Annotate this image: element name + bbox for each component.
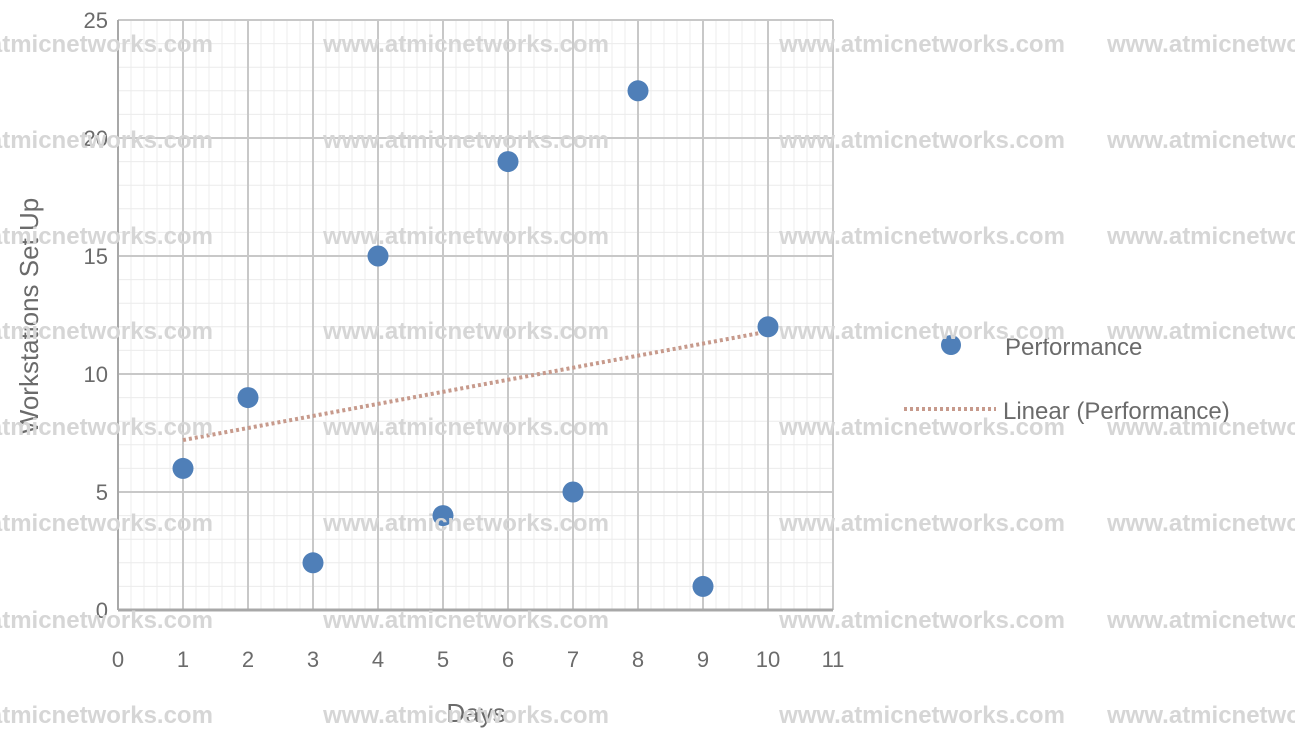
watermark-text: www.atmicnetworks.com: [778, 318, 1065, 345]
y-tick-label: 5: [96, 480, 108, 505]
x-tick-label: 11: [822, 647, 845, 672]
watermark-text: www.atmicnetworks.com: [322, 510, 609, 537]
data-point: [692, 575, 714, 597]
watermark-text: www.atmicnetworks.com: [322, 414, 609, 441]
watermark-text: www.atmicnetworks.com: [1106, 223, 1295, 250]
watermark-text: www.atmicnetworks.com: [0, 702, 213, 729]
watermark-text: www.atmicnetworks.com: [0, 510, 213, 537]
data-point: [757, 316, 779, 338]
watermark-text: www.atmicnetworks.com: [322, 31, 609, 58]
watermark-text: www.atmicnetworks.com: [1106, 318, 1295, 345]
watermark-text: www.atmicnetworks.com: [778, 414, 1065, 441]
data-point: [237, 387, 259, 409]
y-tick-label: 0: [96, 598, 108, 623]
x-tick-label: 9: [697, 647, 709, 672]
watermark-layer: www.atmicnetworks.com www.atmicnetworks.c…: [0, 31, 1295, 729]
legend-marker-performance: [941, 335, 961, 355]
watermark-text: www.atmicnetworks.com: [322, 223, 609, 250]
watermark-text: www.atmicnetworks.com: [322, 702, 609, 729]
x-tick-label: 5: [437, 647, 449, 672]
data-point: [432, 505, 454, 527]
legend: Performance Linear (Performance): [904, 334, 1230, 425]
y-axis-label: Workstations Set Up: [14, 198, 44, 435]
y-tick-label: 20: [84, 126, 108, 151]
watermark-text: www.atmicnetworks.com: [1106, 607, 1295, 634]
watermark-text: www.atmicnetworks.com: [322, 607, 609, 634]
legend-label-linear: Linear (Performance): [1003, 398, 1230, 425]
watermark-text: www.atmicnetworks.com: [778, 510, 1065, 537]
x-tick-labels: 0 1 2 3 4 5 6 7 8 9 10 11: [112, 647, 845, 672]
y-tick-label: 25: [84, 8, 108, 33]
data-point: [627, 80, 649, 102]
watermark-text: www.atmicnetworks.com: [0, 414, 213, 441]
watermark-text: www.atmicnetworks.com: [778, 607, 1065, 634]
watermark-text: www.atmicnetworks.com: [322, 127, 609, 154]
watermark-text: www.atmicnetworks.com: [0, 607, 213, 634]
watermark-text: www.atmicnetworks.com: [778, 223, 1065, 250]
data-points: [172, 80, 779, 597]
y-tick-label: 15: [84, 244, 108, 269]
x-tick-label: 2: [242, 647, 254, 672]
axes: [117, 20, 833, 612]
legend-label-performance: Performance: [1005, 334, 1142, 361]
watermark-text: www.atmicnetworks.com: [0, 127, 213, 154]
watermark-text: www.atmicnetworks.com: [322, 318, 609, 345]
watermark-text: www.atmicnetworks.com: [778, 702, 1065, 729]
watermark-text: www.atmicnetworks.com: [0, 31, 213, 58]
watermark-text: www.atmicnetworks.com: [1106, 414, 1295, 441]
watermark-text: www.atmicnetworks.com: [778, 31, 1065, 58]
watermark-text: www.atmicnetworks.com: [1106, 510, 1295, 537]
watermark-text: www.atmicnetworks.com: [1106, 127, 1295, 154]
y-tick-label: 10: [84, 362, 108, 387]
data-point: [302, 552, 324, 574]
watermark-text: www.atmicnetworks.com: [1106, 702, 1295, 729]
data-point: [367, 245, 389, 267]
x-tick-label: 3: [307, 647, 319, 672]
x-tick-label: 6: [502, 647, 514, 672]
watermark-text: www.atmicnetworks.com: [0, 318, 213, 345]
data-point: [497, 151, 519, 173]
watermark-text: www.atmicnetworks.com: [0, 223, 213, 250]
x-tick-label: 0: [112, 647, 124, 672]
x-tick-label: 10: [756, 647, 780, 672]
data-point: [172, 457, 194, 479]
watermark-text: www.atmicnetworks.com: [778, 127, 1065, 154]
x-tick-label: 8: [632, 647, 644, 672]
x-tick-label: 4: [372, 647, 384, 672]
x-axis-label: Days: [446, 698, 505, 728]
x-tick-label: 1: [177, 647, 189, 672]
y-tick-labels: 0 5 10 15 20 25: [84, 8, 108, 623]
watermark-text: www.atmicnetworks.com: [1106, 31, 1295, 58]
x-tick-label: 7: [567, 647, 579, 672]
data-point: [562, 481, 584, 503]
